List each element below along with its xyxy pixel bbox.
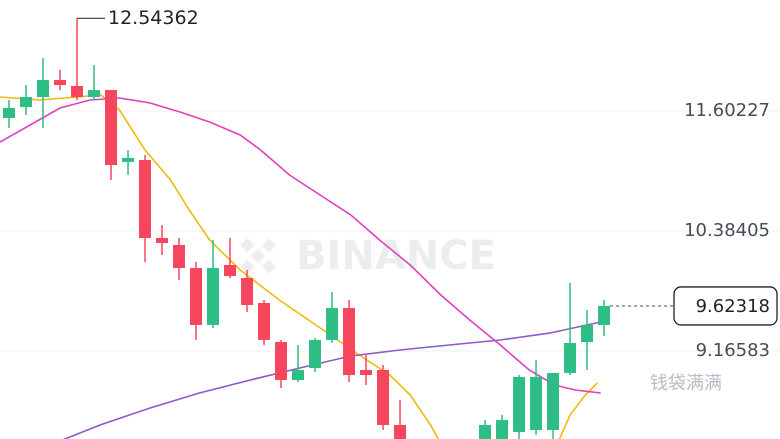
axis-labels: 11.60227 10.38405 9.16583 12.54362 9.62318 xyxy=(77,7,778,361)
candle-body xyxy=(207,268,220,325)
candle-body xyxy=(139,159,152,238)
candle-body xyxy=(20,97,33,107)
max-label: 12.54362 xyxy=(108,7,199,29)
candle-body xyxy=(275,342,288,381)
candle-body xyxy=(54,79,67,86)
last-price-box xyxy=(673,286,778,326)
candle-body xyxy=(530,376,543,430)
moving-average-line xyxy=(0,97,601,394)
candle-body xyxy=(598,305,611,325)
candle-body xyxy=(360,369,373,376)
candle-body xyxy=(224,264,237,277)
candle-body xyxy=(292,369,305,381)
candle-body xyxy=(564,343,577,373)
y-tick-label: 10.38405 xyxy=(684,220,770,241)
moving-average-line xyxy=(62,321,601,439)
candle-body xyxy=(122,158,135,162)
candle-body xyxy=(241,277,254,305)
moving-average-line xyxy=(558,382,598,439)
watermark-text: BINANCE xyxy=(296,233,496,279)
candle-body xyxy=(156,237,169,244)
candle-body xyxy=(190,268,203,325)
last-price-label: 9.62318 xyxy=(696,296,770,317)
candle-body xyxy=(71,86,84,98)
candle-body xyxy=(377,369,390,425)
candle-body xyxy=(88,90,101,98)
candle-body xyxy=(3,107,16,119)
y-tick-label: 11.60227 xyxy=(684,100,770,121)
candle-body xyxy=(173,244,186,269)
source-mark: 钱袋满满 xyxy=(650,373,722,394)
candle-body xyxy=(309,339,322,369)
candle-body xyxy=(258,303,271,340)
candle-body xyxy=(513,376,526,432)
candle-body xyxy=(581,324,594,343)
candle-body xyxy=(479,424,492,439)
candle-body xyxy=(37,79,50,98)
candle-body xyxy=(496,420,509,439)
y-tick-label: 9.16583 xyxy=(696,340,770,361)
candle-body xyxy=(394,424,407,439)
watermark-logo xyxy=(240,238,276,274)
candles xyxy=(3,18,611,439)
candle-body xyxy=(326,308,339,340)
candle-body xyxy=(105,90,118,166)
candle-body xyxy=(547,372,560,430)
candle-body xyxy=(343,308,356,376)
